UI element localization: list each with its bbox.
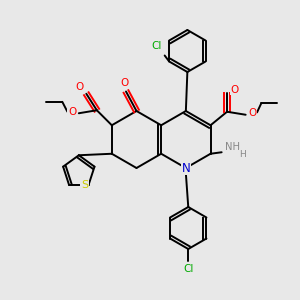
- Text: O: O: [120, 78, 129, 88]
- Text: Cl: Cl: [152, 41, 162, 51]
- Text: NH: NH: [225, 142, 240, 152]
- Text: S: S: [81, 180, 88, 190]
- Text: O: O: [76, 82, 84, 92]
- Text: O: O: [230, 85, 239, 94]
- Text: H: H: [239, 150, 246, 159]
- Text: O: O: [248, 108, 256, 118]
- Text: Cl: Cl: [183, 264, 194, 274]
- Text: N: N: [182, 161, 190, 175]
- Text: O: O: [68, 107, 76, 117]
